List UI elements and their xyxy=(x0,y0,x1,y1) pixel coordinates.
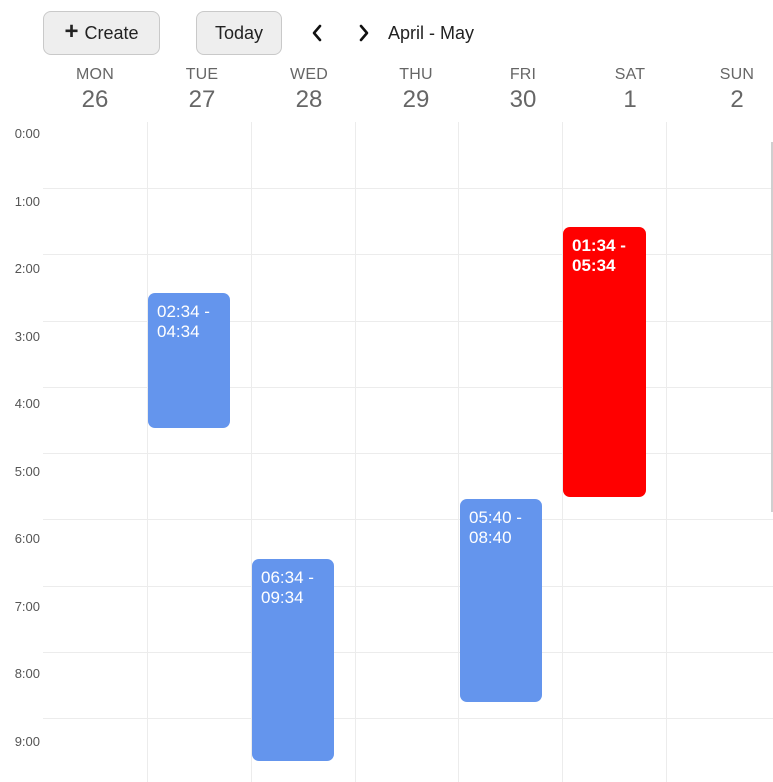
day-number: 30 xyxy=(509,86,537,113)
hour-gridline xyxy=(43,718,773,719)
hour-label: 0:00 xyxy=(14,126,40,141)
chevron-right-icon[interactable] xyxy=(353,22,375,44)
hour-gridline xyxy=(43,453,773,454)
hour-gridline xyxy=(43,586,773,587)
day-of-week: WED xyxy=(290,66,328,83)
day-divider xyxy=(458,122,459,782)
hour-label: 1:00 xyxy=(14,194,40,209)
day-number: 1 xyxy=(623,86,637,113)
today-button-label: Today xyxy=(214,22,264,43)
day-header-tue[interactable]: TUE 27 xyxy=(150,66,254,114)
event-time-label: 06:34 - 09:34 xyxy=(261,568,314,607)
day-of-week: THU xyxy=(399,66,433,83)
day-header-sat[interactable]: SAT 1 xyxy=(578,66,682,114)
day-header-sun[interactable]: SUN 2 xyxy=(685,66,773,114)
day-divider xyxy=(251,122,252,782)
hour-label: 2:00 xyxy=(14,261,40,276)
day-of-week: SUN xyxy=(719,66,755,83)
calendar-event-sat[interactable]: 01:34 - 05:34 xyxy=(563,227,646,497)
day-divider xyxy=(355,122,356,782)
event-time-label: 02:34 - 04:34 xyxy=(157,302,210,341)
day-divider xyxy=(666,122,667,782)
hour-gridline xyxy=(43,387,773,388)
calendar-event-tue[interactable]: 02:34 - 04:34 xyxy=(148,293,230,428)
day-of-week: SAT xyxy=(614,66,646,83)
calendar-toolbar: + Create Today April - May xyxy=(0,0,773,66)
day-of-week: FRI xyxy=(509,66,537,83)
plus-icon: + xyxy=(64,18,79,45)
day-number: 28 xyxy=(295,86,323,113)
day-number: 29 xyxy=(402,86,430,113)
create-button[interactable]: + Create xyxy=(43,11,160,55)
hour-gridline xyxy=(43,652,773,653)
day-divider xyxy=(147,122,148,782)
hour-label: 6:00 xyxy=(14,531,40,546)
day-header-thu[interactable]: THU 29 xyxy=(364,66,468,114)
hour-gridline xyxy=(43,188,773,189)
day-header-fri[interactable]: FRI 30 xyxy=(471,66,575,114)
calendar-event-fri[interactable]: 05:40 - 08:40 xyxy=(460,499,542,702)
event-time-label: 01:34 - 05:34 xyxy=(572,236,626,275)
chevron-left-icon[interactable] xyxy=(306,22,328,44)
today-button[interactable]: Today xyxy=(196,11,282,55)
hour-gridline xyxy=(43,254,773,255)
day-number: 26 xyxy=(81,86,109,113)
day-number: 27 xyxy=(188,86,216,113)
hour-label: 4:00 xyxy=(14,396,40,411)
week-grid[interactable]: 02:34 - 04:34 06:34 - 09:34 05:40 - 08:4… xyxy=(43,122,773,782)
hour-label: 9:00 xyxy=(14,734,40,749)
hour-label: 5:00 xyxy=(14,464,40,479)
hour-label: 3:00 xyxy=(14,329,40,344)
hour-gridline xyxy=(43,519,773,520)
day-of-week: TUE xyxy=(185,66,219,83)
create-button-label: Create xyxy=(84,22,139,43)
hour-gridline xyxy=(43,321,773,322)
day-header-mon[interactable]: MON 26 xyxy=(43,66,147,114)
day-of-week: MON xyxy=(76,66,114,83)
hour-label: 8:00 xyxy=(14,666,40,681)
day-number: 2 xyxy=(730,86,744,113)
hour-label: 7:00 xyxy=(14,599,40,614)
calendar-event-wed[interactable]: 06:34 - 09:34 xyxy=(252,559,334,761)
event-time-label: 05:40 - 08:40 xyxy=(469,508,522,547)
date-range-label: April - May xyxy=(388,23,475,43)
scrollbar[interactable] xyxy=(771,142,773,512)
day-divider xyxy=(562,122,563,782)
day-header-wed[interactable]: WED 28 xyxy=(257,66,361,114)
